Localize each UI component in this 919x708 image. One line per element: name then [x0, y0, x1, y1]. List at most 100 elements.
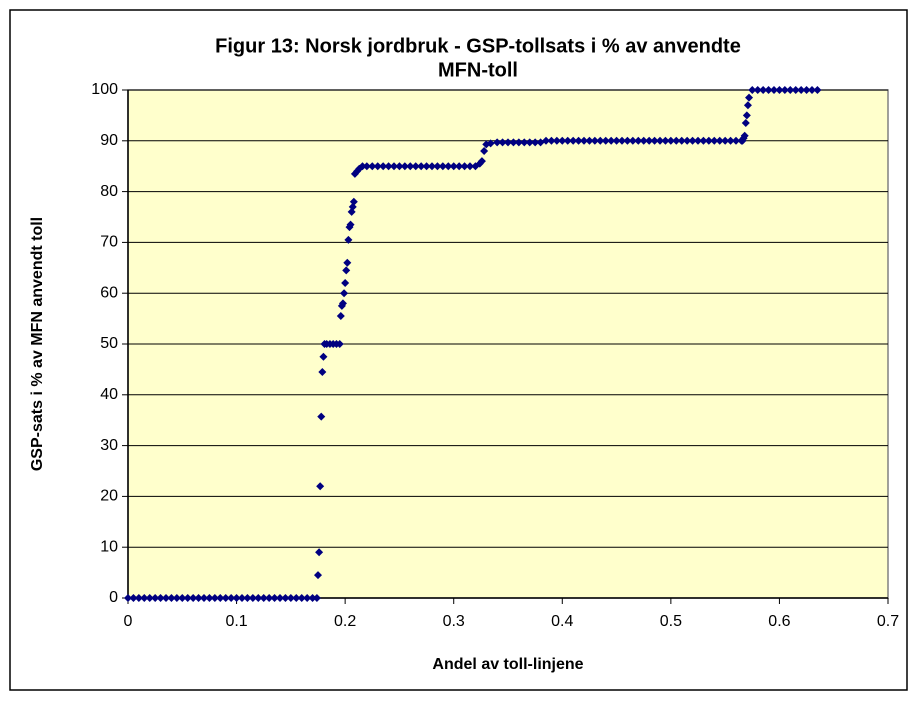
data-point	[344, 235, 353, 244]
y-tick-label: 40	[100, 386, 118, 403]
data-point	[395, 162, 404, 171]
data-point	[259, 594, 268, 602]
data-point	[276, 594, 284, 602]
data-point	[802, 86, 811, 94]
y-tick-label: 50	[100, 335, 118, 352]
x-axis-title: Andel av toll-linjene	[432, 656, 583, 673]
data-point	[726, 136, 735, 145]
data-point	[417, 162, 426, 171]
data-point	[677, 136, 686, 145]
data-point	[303, 594, 312, 602]
data-point	[297, 594, 306, 602]
data-point	[216, 594, 225, 602]
data-point	[520, 138, 529, 147]
data-point	[390, 162, 398, 171]
data-point	[162, 594, 170, 602]
data-point	[623, 136, 632, 145]
data-point	[740, 131, 749, 140]
data-point	[786, 86, 795, 94]
data-point	[406, 162, 415, 171]
data-point	[460, 162, 469, 171]
x-tick-label: 0.6	[768, 613, 790, 630]
data-point	[194, 594, 203, 602]
data-point	[618, 136, 626, 145]
data-point	[743, 101, 752, 110]
data-point	[384, 162, 393, 171]
data-point	[134, 594, 143, 602]
data-point	[210, 594, 219, 602]
data-point	[340, 289, 349, 298]
data-point	[342, 266, 351, 275]
y-axis-title: GSP-sats i % av MFN anvendt toll	[29, 217, 46, 471]
data-point	[200, 594, 208, 602]
y-tick-label: 0	[109, 589, 118, 606]
data-point	[156, 594, 165, 602]
data-point	[140, 594, 149, 602]
y-tick-label: 80	[100, 183, 118, 200]
data-point	[645, 136, 654, 145]
data-point	[580, 136, 588, 145]
data-point	[590, 136, 599, 145]
data-point	[710, 136, 719, 145]
data-point	[607, 136, 616, 145]
data-point	[547, 136, 556, 145]
data-point	[634, 136, 643, 145]
x-tick-label: 0.2	[334, 613, 356, 630]
data-point	[612, 136, 621, 145]
data-point	[504, 138, 512, 147]
data-point	[292, 594, 301, 602]
data-point	[493, 138, 502, 147]
data-point	[232, 594, 241, 602]
data-point	[308, 594, 317, 602]
data-point	[183, 594, 192, 602]
data-point	[318, 367, 327, 376]
y-tick-label: 60	[100, 284, 118, 301]
data-point	[741, 119, 750, 128]
data-point	[373, 162, 382, 171]
y-tick-label: 30	[100, 437, 118, 454]
data-point	[254, 594, 263, 602]
data-point	[270, 594, 279, 602]
data-point	[574, 136, 583, 145]
x-tick-label: 0	[124, 613, 133, 630]
data-point	[732, 136, 740, 145]
data-point	[444, 162, 453, 171]
x-tick-label: 0.3	[443, 613, 465, 630]
data-point	[797, 86, 806, 94]
data-point	[227, 594, 236, 602]
data-point	[780, 86, 789, 94]
data-point	[514, 138, 523, 147]
data-point	[466, 162, 474, 171]
data-point	[628, 136, 637, 145]
x-tick-label: 0.7	[877, 613, 899, 630]
data-point	[343, 258, 352, 267]
data-point	[808, 86, 816, 94]
data-point	[672, 136, 681, 145]
data-point	[449, 162, 458, 171]
data-point	[791, 86, 800, 94]
data-point	[666, 136, 675, 145]
data-point	[704, 136, 713, 145]
data-point	[694, 136, 702, 145]
y-tick-label: 10	[100, 538, 118, 555]
data-point	[151, 594, 160, 602]
data-point	[764, 86, 773, 94]
data-point	[477, 157, 486, 166]
y-tick-label: 70	[100, 234, 118, 251]
data-point	[480, 146, 489, 155]
data-point	[319, 352, 328, 361]
data-point	[656, 136, 664, 145]
data-point	[486, 139, 495, 148]
data-point	[770, 86, 778, 94]
data-point	[243, 594, 252, 602]
data-point	[558, 136, 567, 145]
data-point	[411, 162, 420, 171]
y-tick-label: 100	[91, 81, 118, 98]
data-point	[552, 136, 561, 145]
data-point	[438, 162, 447, 171]
data-point	[596, 136, 605, 145]
data-point	[316, 482, 325, 491]
data-point	[248, 594, 257, 602]
data-point	[336, 312, 345, 321]
